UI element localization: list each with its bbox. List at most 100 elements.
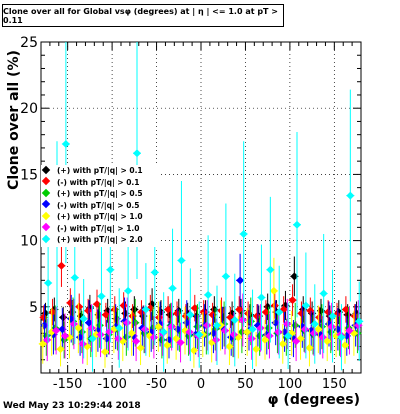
y-tick-label: 25 xyxy=(20,35,38,51)
data-point xyxy=(309,329,318,338)
data-point xyxy=(318,333,327,342)
data-point xyxy=(306,306,315,315)
data-point xyxy=(186,310,195,319)
data-point xyxy=(350,312,359,321)
legend-label: (+) with pT/|q| > 2.0 xyxy=(57,235,143,244)
y-tick-label: 5 xyxy=(29,300,38,316)
data-point xyxy=(229,330,238,339)
data-point xyxy=(239,229,248,238)
x-tick-label: -50 xyxy=(146,377,167,392)
data-point xyxy=(123,318,132,327)
data-point xyxy=(257,293,266,302)
data-point xyxy=(167,322,176,331)
data-point xyxy=(275,308,284,317)
legend-label: (+) with pT/|q| > 0.1 xyxy=(57,166,143,175)
data-point xyxy=(284,331,293,340)
x-tick-label: 0 xyxy=(197,377,205,392)
data-point xyxy=(93,300,101,309)
data-point xyxy=(236,276,245,285)
legend-entry-5: (-) with pT/|q| > 1.0 xyxy=(41,223,139,234)
data-point xyxy=(52,326,61,335)
data-point xyxy=(301,301,310,310)
data-point xyxy=(253,312,261,321)
data-point xyxy=(244,309,253,318)
data-point xyxy=(252,345,261,354)
x-tick-label: 100 xyxy=(277,377,302,392)
data-point xyxy=(44,278,53,287)
y-tick-label: 10 xyxy=(20,234,38,250)
data-point xyxy=(97,292,106,301)
data-point xyxy=(61,331,69,340)
data-point xyxy=(127,329,136,338)
data-point xyxy=(57,261,66,270)
data-point xyxy=(261,335,269,344)
data-point xyxy=(208,310,217,319)
data-point xyxy=(341,305,350,314)
data-point xyxy=(176,338,185,347)
legend-label: (-) with pT/|q| > 1.0 xyxy=(57,223,140,233)
data-point xyxy=(266,265,275,274)
data-point xyxy=(256,323,265,332)
legend-entry-3: (-) with pT/|q| > 0.5 xyxy=(41,200,139,211)
datestamp: Wed May 23 10:29:44 2018 xyxy=(3,401,141,411)
legend-marker xyxy=(41,166,53,176)
chart-title: Clone over all for Global vsφ (degrees) … xyxy=(2,4,284,27)
data-point xyxy=(293,220,301,229)
data-point xyxy=(290,272,299,281)
legend-marker xyxy=(41,200,53,210)
legend-label: (+) with pT/|q| > 0.5 xyxy=(57,189,143,198)
legend-marker xyxy=(41,223,53,233)
data-point xyxy=(132,337,141,346)
data-point xyxy=(133,149,141,158)
data-point xyxy=(155,313,164,322)
data-point xyxy=(213,321,221,330)
data-point xyxy=(141,325,149,334)
data-point xyxy=(172,334,181,343)
data-point xyxy=(324,308,333,317)
data-point xyxy=(212,335,221,344)
data-point xyxy=(346,191,355,200)
data-point xyxy=(283,320,292,329)
data-point xyxy=(119,301,128,310)
data-point xyxy=(278,339,287,348)
data-point xyxy=(319,289,328,298)
data-point xyxy=(149,333,158,342)
legend-label: (+) with pT/|q| > 1.0 xyxy=(57,212,143,221)
data-point xyxy=(114,334,123,343)
data-point xyxy=(106,265,115,274)
data-point xyxy=(124,286,133,295)
legend-entry-1: (-) with pT/|q| > 0.1 xyxy=(41,177,139,188)
legend: (+) with pT/|q| > 0.1 (-) with pT/|q| > … xyxy=(41,165,161,247)
data-point xyxy=(217,306,226,315)
data-point xyxy=(185,327,194,336)
data-point xyxy=(341,341,349,350)
x-tick-label: 50 xyxy=(237,377,254,392)
data-point xyxy=(235,305,244,314)
data-point xyxy=(314,325,323,334)
data-point xyxy=(105,327,114,336)
data-point xyxy=(221,272,230,281)
data-point xyxy=(195,330,204,339)
legend-marker xyxy=(41,212,53,222)
data-point xyxy=(56,345,65,354)
x-tick-label: -100 xyxy=(97,377,127,392)
data-point xyxy=(297,309,306,318)
data-point xyxy=(78,339,87,348)
data-point xyxy=(327,322,336,331)
data-point xyxy=(261,308,270,317)
data-point xyxy=(66,298,75,307)
data-point xyxy=(345,326,354,335)
data-point xyxy=(203,321,212,330)
x-axis-label: φ (degrees) xyxy=(267,392,360,408)
legend-marker xyxy=(41,235,53,245)
legend-entry-6: (+) with pT/|q| > 2.0 xyxy=(41,234,143,245)
data-point xyxy=(323,337,332,346)
data-point xyxy=(164,305,173,314)
data-point xyxy=(70,273,79,282)
data-point xyxy=(163,341,172,350)
y-tick-label: 15 xyxy=(20,167,38,183)
data-point xyxy=(96,330,105,339)
data-point xyxy=(221,326,229,335)
data-point xyxy=(159,327,168,336)
